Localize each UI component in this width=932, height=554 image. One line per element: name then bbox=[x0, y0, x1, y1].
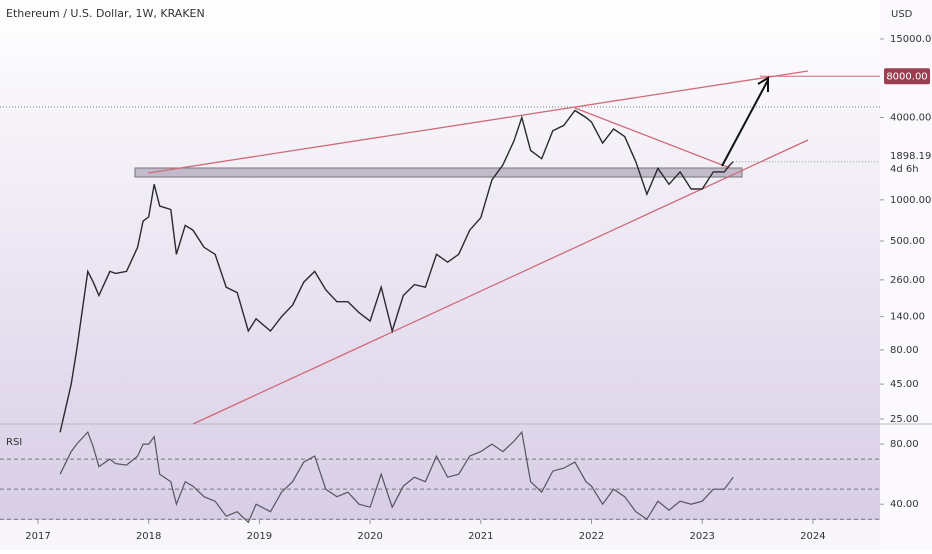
projection-arrow bbox=[721, 76, 769, 167]
x-tick-label: 2021 bbox=[468, 531, 493, 542]
x-tick-label: 2022 bbox=[579, 531, 604, 542]
support-band bbox=[134, 167, 743, 178]
y-tick-label: 80.00 bbox=[890, 345, 919, 356]
target-badge bbox=[884, 68, 930, 85]
rsi-tick-label: 80.00 bbox=[890, 439, 919, 450]
countdown-label: 4d 6h bbox=[890, 164, 919, 175]
rsi-label: RSI bbox=[6, 437, 22, 448]
x-tick-label: 2017 bbox=[25, 531, 50, 542]
rsi-line bbox=[59, 430, 734, 524]
x-tick-label: 2023 bbox=[689, 531, 714, 542]
target-label: 8000.00 bbox=[886, 71, 927, 82]
y-tick-label: 15000.00 bbox=[890, 34, 932, 45]
price-axis bbox=[880, 0, 932, 550]
upper-trendline bbox=[147, 70, 809, 174]
x-tick-label: 2020 bbox=[357, 531, 382, 542]
x-tick-label: 2019 bbox=[247, 531, 272, 542]
y-tick-label: 260.00 bbox=[890, 275, 925, 286]
descending-trendline bbox=[574, 107, 731, 169]
time-axis bbox=[0, 520, 880, 550]
last-price-label: 1898.19 bbox=[890, 151, 931, 162]
rsi-tick-label: 40.00 bbox=[890, 499, 919, 510]
price-line bbox=[59, 109, 734, 433]
y-tick-label: 500.00 bbox=[890, 236, 925, 247]
y-tick-label: 4000.00 bbox=[890, 112, 931, 123]
y-tick-label: 1000.00 bbox=[890, 195, 931, 206]
currency-label: USD bbox=[891, 9, 913, 20]
lower-trendline bbox=[192, 139, 809, 425]
chart-title: Ethereum / U.S. Dollar, 1W, KRAKEN bbox=[6, 7, 205, 20]
y-tick-label: 25.00 bbox=[890, 414, 919, 425]
x-tick-label: 2018 bbox=[136, 531, 161, 542]
x-tick-label: 2024 bbox=[800, 531, 825, 542]
y-tick-label: 140.00 bbox=[890, 312, 925, 323]
plot-background bbox=[0, 0, 880, 520]
y-tick-label: 45.00 bbox=[890, 379, 919, 390]
